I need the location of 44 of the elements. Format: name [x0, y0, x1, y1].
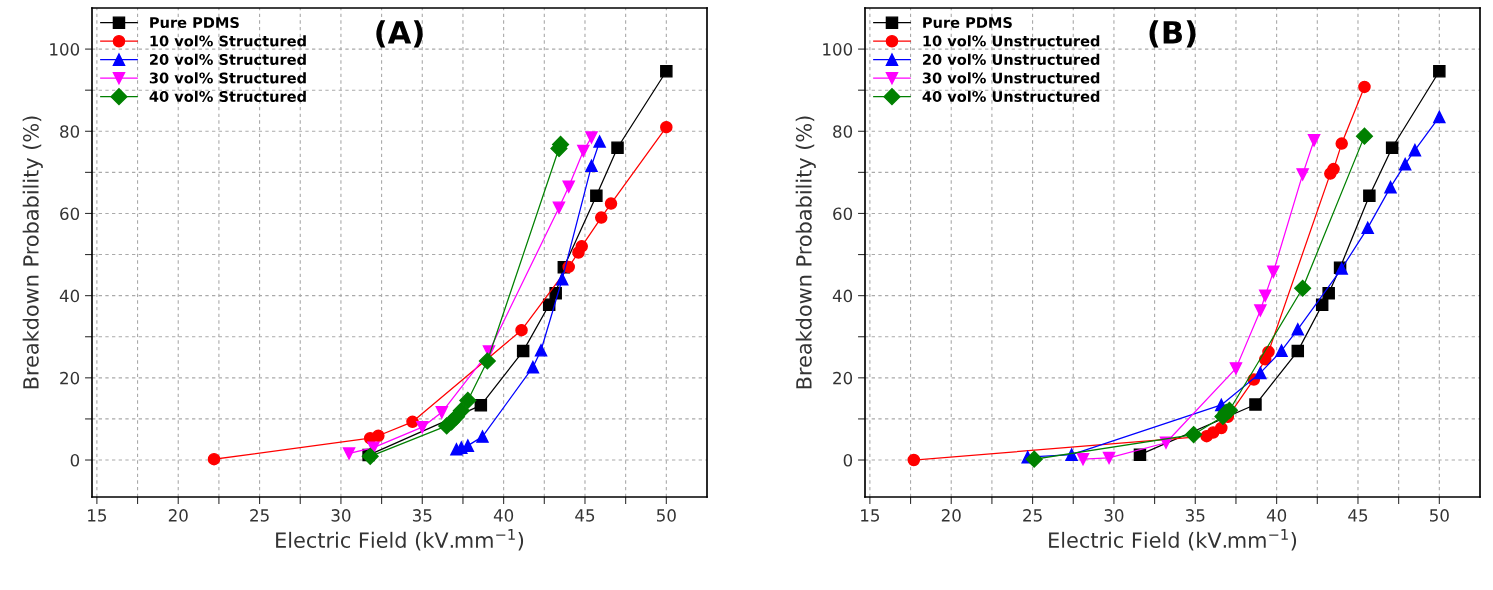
x-tick-label: 15 — [861, 509, 880, 522]
y-tick-label: 60 — [60, 207, 80, 221]
y-tick-label: 20 — [60, 371, 80, 385]
legend-label: 40 vol% Structured — [149, 90, 306, 102]
x-tick-label: 25 — [1023, 509, 1042, 522]
legend-label: Pure PDMS — [923, 17, 1012, 29]
x-tick-label: 20 — [941, 509, 961, 522]
x-tick-label: 50 — [1430, 509, 1449, 522]
y-tick-label: 40 — [59, 289, 80, 303]
legend-label: 30 vol% Unstructured — [922, 72, 1100, 84]
legend-label: 30 vol% Structured — [149, 72, 306, 84]
chart-title: (B) — [1149, 20, 1196, 48]
y-tick-label: 80 — [833, 125, 853, 138]
y-tick-label: 60 — [833, 207, 853, 221]
x-tick-label: 15 — [88, 509, 107, 522]
x-tick-label: 25 — [250, 509, 269, 522]
y-tick-label: 100 — [823, 43, 853, 56]
legend-label: 20 vol% Unstructured — [923, 53, 1100, 66]
y-tick-label: 40 — [832, 289, 853, 303]
y-tick-label: 0 — [843, 453, 853, 467]
y-tick-label: 80 — [60, 125, 80, 138]
x-tick-label: 45 — [575, 509, 595, 522]
x-tick-label: 20 — [168, 509, 188, 522]
y-tick-label: 100 — [50, 43, 80, 56]
y-axis-title: Breakdown Probability (%) — [795, 116, 816, 389]
legend-label: 40 vol% Unstructured — [922, 90, 1100, 102]
x-tick-label: 40 — [1266, 509, 1287, 522]
legend-label: 10 vol% Unstructured — [923, 35, 1100, 47]
legend-label: 10 vol% Structured — [150, 35, 306, 47]
x-tick-label: 35 — [412, 509, 432, 522]
x-axis-title: Electric Field (kV.mm$^{−1}$) — [1049, 529, 1297, 551]
y-tick-label: 0 — [70, 453, 80, 467]
x-axis-title: Electric Field (kV.mm$^{−1}$) — [276, 529, 524, 551]
y-axis-title: Breakdown Probability (%) — [22, 116, 43, 389]
chart-title: (A) — [376, 20, 423, 48]
legend-label: Pure PDMS — [150, 17, 239, 29]
x-tick-label: 45 — [1348, 509, 1368, 522]
x-tick-label: 35 — [1185, 509, 1205, 522]
x-tick-label: 30 — [1104, 509, 1124, 522]
x-tick-label: 50 — [657, 509, 676, 522]
x-tick-label: 40 — [493, 509, 514, 522]
legend-label: 20 vol% Structured — [150, 53, 306, 66]
y-tick-label: 20 — [833, 371, 853, 385]
x-tick-label: 30 — [331, 509, 351, 522]
